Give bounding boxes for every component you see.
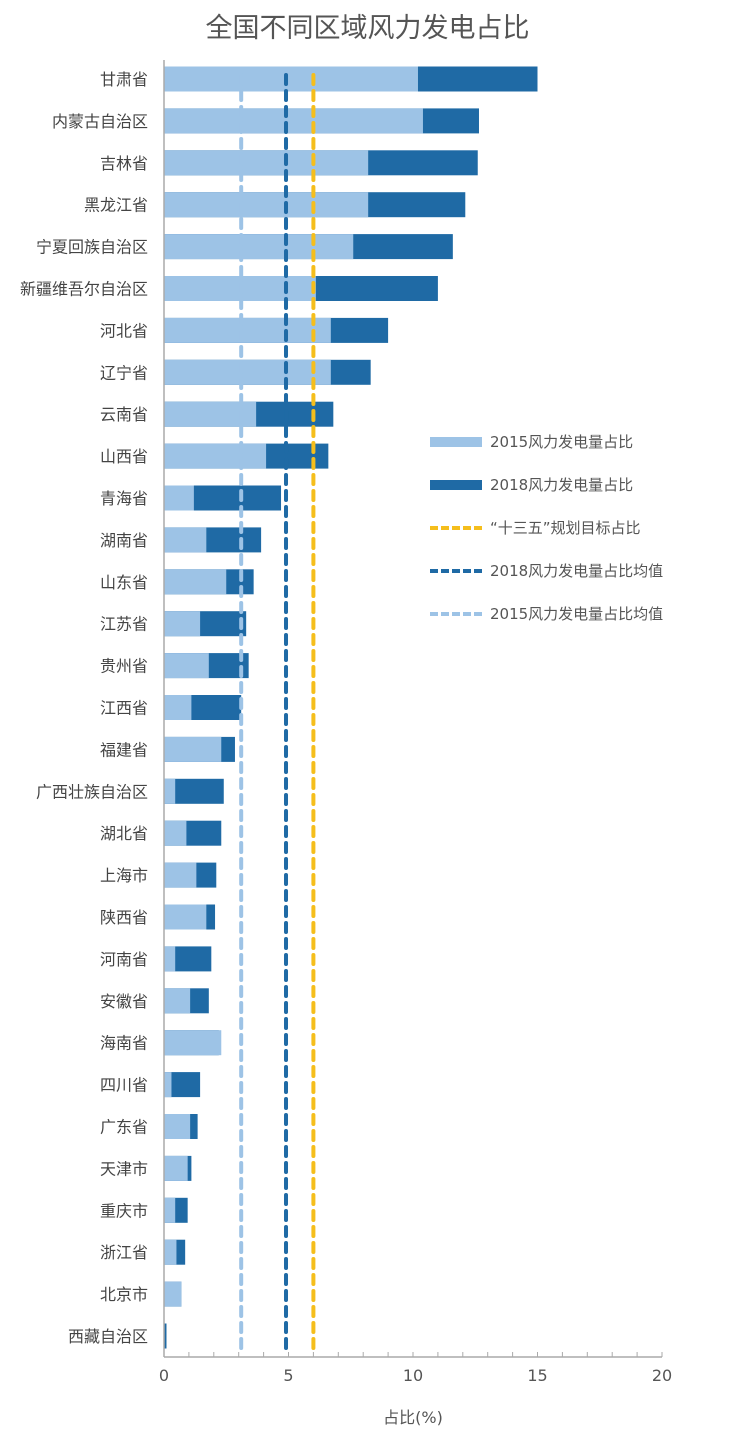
category-label: 山东省 — [100, 573, 148, 592]
category-label: 山西省 — [100, 447, 148, 466]
x-tick-label: 5 — [283, 1366, 293, 1385]
x-tick-label: 0 — [159, 1366, 169, 1385]
category-label: 吉林省 — [100, 154, 148, 173]
category-label: 陕西省 — [100, 908, 148, 927]
category-label: 内蒙古自治区 — [52, 112, 148, 131]
category-label: 河北省 — [100, 321, 148, 340]
legend-item-target: “十三五”规划目标占比 — [430, 506, 663, 549]
legend: 2015风力发电量占比 2018风力发电量占比 “十三五”规划目标占比 2018… — [430, 420, 663, 635]
bar-2015 — [164, 485, 194, 511]
legend-swatch-target — [430, 525, 482, 530]
bar-2015 — [164, 317, 331, 343]
bar-2015 — [164, 192, 369, 218]
legend-label: 2015风力发电量占比均值 — [490, 605, 664, 623]
legend-label: “十三五”规划目标占比 — [490, 519, 641, 537]
category-label: 云南省 — [100, 405, 148, 424]
chart-title: 全国不同区域风力发电占比 — [205, 13, 530, 44]
category-label: 湖北省 — [100, 824, 148, 843]
category-label: 广东省 — [100, 1118, 148, 1137]
bar-2015 — [164, 653, 209, 679]
bar-2015 — [164, 108, 423, 134]
category-label: 福建省 — [100, 740, 148, 759]
category-label: 重庆市 — [100, 1201, 148, 1220]
bar-2015 — [164, 527, 207, 553]
legend-item-2018: 2018风力发电量占比 — [430, 463, 663, 506]
category-label: 河南省 — [100, 950, 148, 969]
category-label: 新疆维吾尔自治区 — [20, 280, 148, 299]
category-label: 四川省 — [100, 1076, 148, 1095]
bar-2015 — [164, 862, 197, 888]
legend-label: 2015风力发电量占比 — [490, 433, 634, 451]
category-label: 贵州省 — [100, 657, 148, 676]
x-axis-label: 占比(%) — [383, 1408, 443, 1427]
category-label: 辽宁省 — [100, 363, 148, 382]
bar-2015 — [164, 736, 222, 762]
legend-item-mean-2018: 2018风力发电量占比均值 — [430, 549, 663, 592]
legend-item-mean-2015: 2015风力发电量占比均值 — [430, 592, 663, 635]
bar-2015 — [164, 1281, 182, 1307]
category-label: 西藏自治区 — [68, 1327, 148, 1346]
bar-2015 — [164, 946, 176, 972]
x-tick-label: 20 — [652, 1366, 672, 1385]
category-label: 浙江省 — [100, 1243, 148, 1262]
bar-2015 — [164, 1072, 172, 1098]
bar-2015 — [164, 904, 207, 930]
category-label: 江苏省 — [100, 615, 148, 634]
category-label: 湖南省 — [100, 531, 148, 550]
bar-2015 — [164, 150, 369, 176]
category-label: 宁夏回族自治区 — [36, 238, 148, 257]
bar-2015 — [164, 820, 187, 846]
x-tick-label: 15 — [527, 1366, 547, 1385]
bar-2015 — [164, 1114, 191, 1139]
legend-swatch-mean-2018 — [430, 568, 482, 573]
bar-2018 — [164, 1323, 167, 1349]
legend-swatch-mean-2015 — [430, 611, 482, 616]
bar-2015 — [164, 988, 191, 1014]
bar-2015 — [164, 234, 354, 260]
legend-swatch-2018 — [430, 479, 482, 490]
bar-2015 — [164, 66, 418, 92]
category-label: 安徽省 — [100, 992, 148, 1011]
category-label: 天津市 — [100, 1159, 148, 1178]
bar-2015 — [164, 778, 176, 804]
bar-2015 — [164, 569, 227, 595]
bar-2015 — [164, 443, 267, 469]
category-label: 黑龙江省 — [84, 196, 148, 215]
category-label: 江西省 — [100, 699, 148, 718]
category-label: 青海省 — [100, 489, 148, 508]
bar-2015 — [164, 695, 192, 720]
bar-2015 — [164, 1030, 222, 1056]
category-label: 广西壮族自治区 — [36, 782, 148, 801]
bar-2015 — [164, 1197, 176, 1223]
bar-2015 — [164, 611, 201, 637]
bar-2015 — [164, 1155, 188, 1181]
legend-item-2015: 2015风力发电量占比 — [430, 420, 663, 463]
category-label: 甘肃省 — [100, 70, 148, 89]
category-label: 海南省 — [100, 1034, 148, 1053]
legend-label: 2018风力发电量占比 — [490, 476, 634, 494]
bar-2015 — [164, 359, 331, 385]
bar-2015 — [164, 1239, 177, 1265]
category-label: 上海市 — [100, 866, 148, 885]
legend-label: 2018风力发电量占比均值 — [490, 562, 664, 580]
category-label: 北京市 — [100, 1285, 148, 1304]
legend-swatch-2015 — [430, 436, 482, 447]
x-tick-label: 10 — [403, 1366, 423, 1385]
